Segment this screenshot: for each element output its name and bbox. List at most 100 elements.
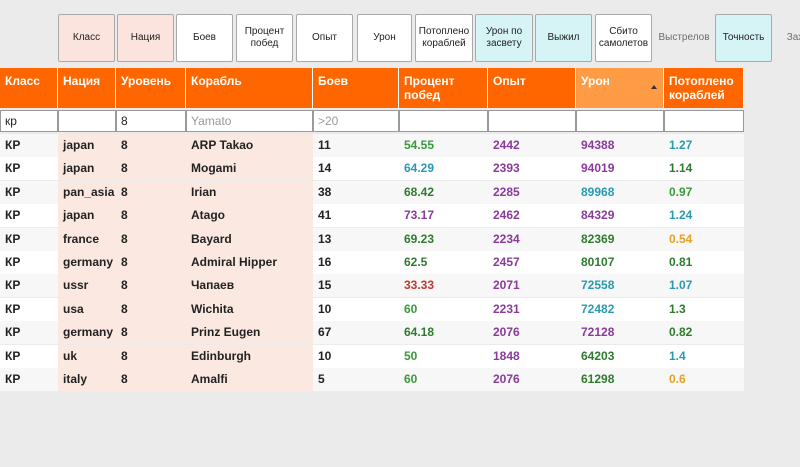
filter-input-exp[interactable] <box>488 110 576 132</box>
column-header-label: Класс <box>5 74 40 88</box>
filter-input-class[interactable]: кр <box>0 110 58 132</box>
table-row[interactable]: КР italy 8 Amalfi 5 60 2076 61298 0.6 <box>0 368 800 391</box>
toggle-button-5[interactable]: Урон <box>357 14 412 62</box>
column-header-6[interactable]: Опыт <box>488 68 576 108</box>
table-row[interactable]: КР usa 8 Wichita 10 60 2231 72482 1.3 <box>0 297 800 321</box>
cell-battles: 41 <box>313 204 399 228</box>
filter-input-ship[interactable]: Yamato <box>186 110 313 132</box>
column-header-label: Нация <box>63 74 101 88</box>
cell-ship: Mogami <box>186 157 313 181</box>
cell-exp: 2393 <box>488 157 576 181</box>
cell-winrate: 68.42 <box>399 180 488 204</box>
cell-nation: usa <box>58 297 116 321</box>
cell-nation: uk <box>58 344 116 368</box>
column-header-label: Опыт <box>493 74 526 88</box>
cell-ship: Чапаев <box>186 274 313 298</box>
cell-tier: 8 <box>116 157 186 181</box>
table-row[interactable]: КР pan_asia 8 Irian 38 68.42 2285 89968 0.97 <box>0 180 800 204</box>
cell-tier: 8 <box>116 274 186 298</box>
cell-kills: 1.14 <box>664 157 744 181</box>
toggle-button-6[interactable]: Потоплено кораблей <box>415 14 473 62</box>
toggle-button-0[interactable]: Класс <box>58 14 115 62</box>
cell-exp: 2071 <box>488 274 576 298</box>
cell-damage: 94019 <box>576 157 664 181</box>
toggle-button-11[interactable]: Точность <box>715 14 772 62</box>
column-header-label: Урон <box>581 74 610 88</box>
cell-kills: 1.24 <box>664 204 744 228</box>
table-row[interactable]: КР japan 8 ARP Takao 11 54.55 2442 94388 1.27 <box>0 134 800 157</box>
cell-tier: 8 <box>116 134 186 157</box>
column-toggle-toolbar: Класс Нация Боев Процент побед Опыт Урон Потоп… <box>0 0 800 66</box>
toggle-button-2[interactable]: Боев <box>176 14 233 62</box>
cell-kills: 1.27 <box>664 134 744 157</box>
cell-battles: 11 <box>313 134 399 157</box>
column-header-8[interactable]: Потоплено кораблей <box>664 68 744 108</box>
filter-input-nation[interactable] <box>58 110 116 132</box>
cell-damage: 72558 <box>576 274 664 298</box>
cell-battles: 13 <box>313 227 399 251</box>
column-header-7[interactable]: Урон <box>576 68 664 108</box>
cell-kills: 0.97 <box>664 180 744 204</box>
cell-kills: 1.07 <box>664 274 744 298</box>
table-row[interactable]: КР japan 8 Atago 41 73.17 2462 84329 1.24 <box>0 204 800 228</box>
toggle-button-8[interactable]: Выжил <box>535 14 592 62</box>
table-row[interactable]: КР germany 8 Prinz Eugen 67 64.18 2076 72128 0.8… <box>0 321 800 345</box>
column-header-1[interactable]: Нация <box>58 68 116 108</box>
cell-ship: Irian <box>186 180 313 204</box>
cell-cls: КР <box>0 251 58 274</box>
table-row[interactable]: КР germany 8 Admiral Hipper 16 62.5 2457 80107 0… <box>0 251 800 274</box>
column-header-0[interactable]: Класс <box>0 68 58 108</box>
cell-battles: 67 <box>313 321 399 345</box>
cell-cls: КР <box>0 344 58 368</box>
toggle-button-9[interactable]: Сбито самолетов <box>595 14 652 62</box>
filter-input-battles[interactable]: >20 <box>313 110 399 132</box>
cell-tier: 8 <box>116 251 186 274</box>
cell-damage: 82369 <box>576 227 664 251</box>
column-header-5[interactable]: Процент побед <box>399 68 488 108</box>
cell-cls: КР <box>0 321 58 345</box>
cell-winrate: 64.29 <box>399 157 488 181</box>
toggle-button-4[interactable]: Опыт <box>296 14 353 62</box>
sort-ascending-icon <box>651 85 657 89</box>
cell-exp: 2285 <box>488 180 576 204</box>
cell-tier: 8 <box>116 204 186 228</box>
table-row[interactable]: КР uk 8 Edinburgh 10 50 1848 64203 1.4 <box>0 344 800 368</box>
cell-ship: ARP Takao <box>186 134 313 157</box>
cell-winrate: 50 <box>399 344 488 368</box>
cell-tier: 8 <box>116 368 186 391</box>
cell-ship: Edinburgh <box>186 344 313 368</box>
toggle-button-10[interactable]: Выстрелов <box>658 32 710 43</box>
toggle-button-12[interactable]: Зах <box>786 32 800 43</box>
toggle-button-1[interactable]: Нация <box>117 14 174 62</box>
cell-nation: italy <box>58 368 116 391</box>
filter-input-kills[interactable] <box>664 110 744 132</box>
toggle-button-3[interactable]: Процент побед <box>236 14 293 62</box>
cell-kills: 0.54 <box>664 227 744 251</box>
toggle-button-7[interactable]: Урон по засвету <box>475 14 533 62</box>
cell-cls: КР <box>0 204 58 228</box>
column-header-2[interactable]: Уровень <box>116 68 186 108</box>
filter-input-tier[interactable]: 8 <box>116 110 186 132</box>
cell-winrate: 54.55 <box>399 134 488 157</box>
column-header-label: Уровень <box>121 74 172 88</box>
cell-battles: 10 <box>313 344 399 368</box>
cell-exp: 2442 <box>488 134 576 157</box>
table-row[interactable]: КР france 8 Bayard 13 69.23 2234 82369 0.54 <box>0 227 800 251</box>
cell-damage: 72482 <box>576 297 664 321</box>
cell-winrate: 69.23 <box>399 227 488 251</box>
cell-nation: france <box>58 227 116 251</box>
column-header-4[interactable]: Боев <box>313 68 399 108</box>
filter-input-damage[interactable] <box>576 110 664 132</box>
cell-nation: germany <box>58 321 116 345</box>
cell-battles: 5 <box>313 368 399 391</box>
cell-tier: 8 <box>116 297 186 321</box>
table-row[interactable]: КР japan 8 Mogami 14 64.29 2393 94019 1.14 <box>0 157 800 181</box>
cell-winrate: 62.5 <box>399 251 488 274</box>
filter-input-winrate[interactable] <box>399 110 488 132</box>
table-header-row: Класс Нация Уровень Корабль Боев Процент побе… <box>0 68 800 108</box>
column-header-label: Корабль <box>191 74 242 88</box>
table-row[interactable]: КР ussr 8 Чапаев 15 33.33 2071 72558 1.07 <box>0 274 800 298</box>
cell-nation: japan <box>58 134 116 157</box>
column-header-3[interactable]: Корабль <box>186 68 313 108</box>
cell-tier: 8 <box>116 180 186 204</box>
